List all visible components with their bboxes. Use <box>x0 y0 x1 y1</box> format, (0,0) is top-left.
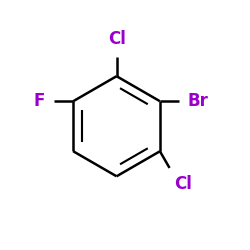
Text: Cl: Cl <box>174 176 192 194</box>
Text: Br: Br <box>188 92 209 110</box>
Text: Cl: Cl <box>108 30 126 48</box>
Text: F: F <box>34 92 45 110</box>
